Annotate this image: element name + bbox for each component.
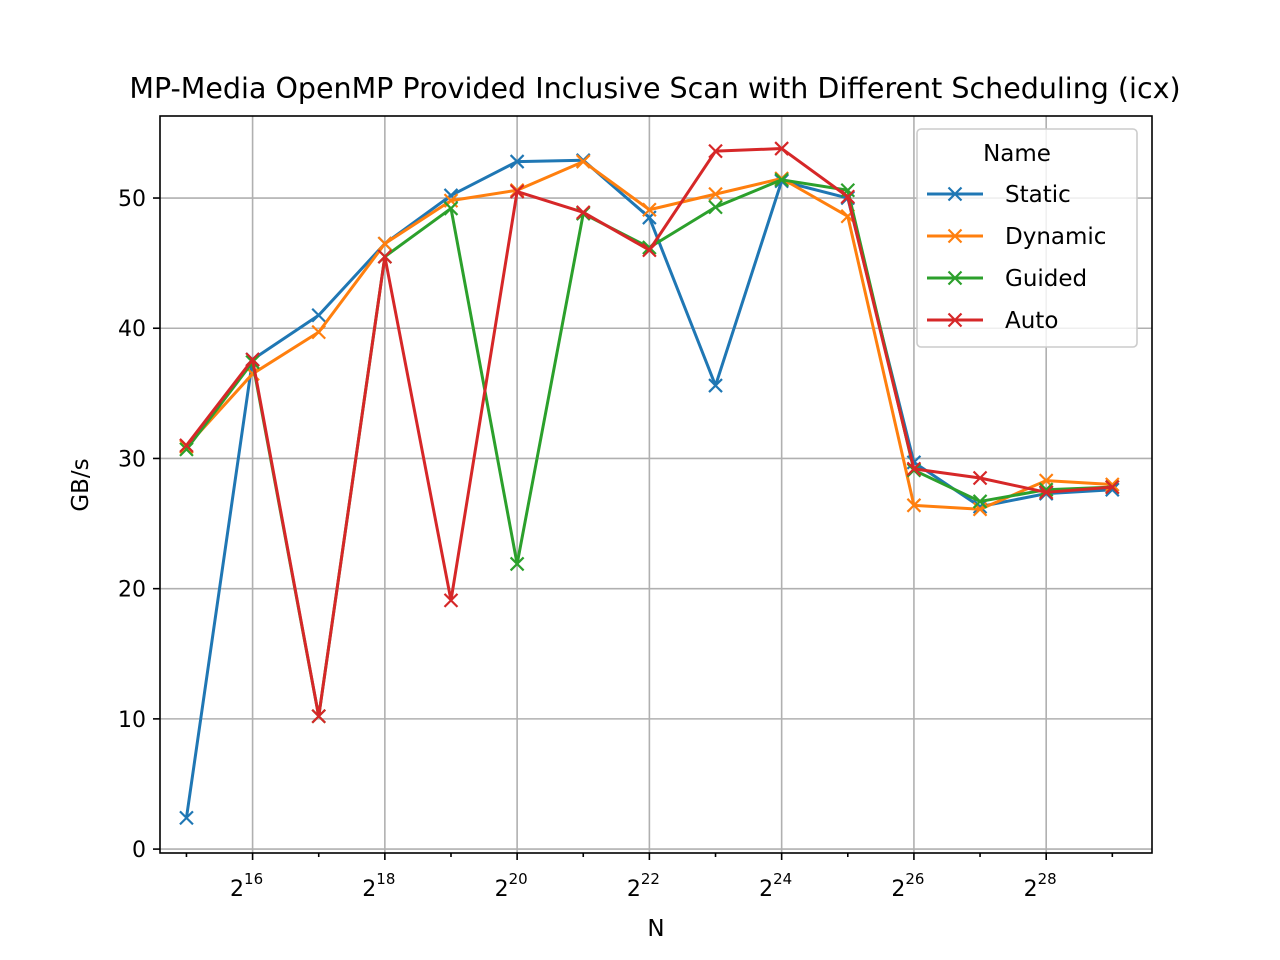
y-tick-label: 20 [118, 578, 146, 603]
legend-label: Static [1005, 182, 1071, 208]
x-tick-label: 220 [495, 870, 528, 902]
legend-marker [947, 270, 963, 286]
y-tick-label: 0 [132, 838, 146, 863]
x-tick-exponent: 24 [773, 870, 792, 888]
legend-item-guided: Guided [927, 266, 1087, 292]
x-tick-base: 2 [627, 877, 641, 902]
data-point-marker [575, 154, 591, 169]
y-tick-label: 30 [118, 447, 146, 472]
x-tick-label: 228 [1024, 870, 1057, 902]
data-point-marker [774, 172, 789, 188]
x-tick-label: 226 [891, 870, 924, 902]
data-point-marker [972, 494, 988, 509]
data-point-marker [972, 499, 988, 514]
data-point-marker [377, 249, 393, 264]
data-point-marker [179, 810, 194, 826]
data-point-marker [1038, 485, 1054, 500]
data-point-marker [774, 141, 789, 156]
legend-marker [947, 228, 963, 244]
x-tick-base: 2 [759, 877, 773, 902]
data-point-marker [906, 498, 922, 513]
legend-box [916, 128, 1138, 348]
x-axis-label: N [647, 916, 664, 942]
data-point-marker [509, 184, 525, 199]
y-tick-label: 50 [118, 187, 146, 212]
x-tick-label: 222 [627, 870, 660, 902]
data-point-marker [642, 242, 657, 258]
data-point-marker [443, 593, 459, 608]
x-tick-exponent: 28 [1038, 870, 1057, 888]
data-point-marker [708, 378, 723, 393]
data-point-marker [642, 202, 657, 218]
plot-frame [159, 115, 1153, 854]
x-tick-exponent: 26 [905, 870, 924, 888]
data-point-marker [708, 186, 723, 202]
data-point-marker [906, 461, 922, 477]
x-tick-label: 218 [362, 870, 395, 902]
y-tick-label: 10 [118, 708, 146, 733]
legend: Name Static Dynamic Guided Auto [916, 128, 1138, 348]
x-tick-base: 2 [495, 877, 509, 902]
data-point-marker [840, 189, 856, 205]
x-tick-exponent: 16 [244, 870, 263, 888]
data-point-marker [972, 470, 988, 486]
x-tick-exponent: 18 [376, 870, 395, 888]
x-tick-label: 216 [230, 870, 263, 902]
chart-title: MP-Media OpenMP Provided Inclusive Scan … [129, 72, 1180, 105]
data-point-marker [443, 201, 459, 216]
series-auto [179, 141, 1120, 724]
data-point-marker [179, 438, 194, 453]
y-tick-label: 40 [118, 317, 146, 342]
data-point-marker [179, 442, 194, 457]
legend-label: Dynamic [1005, 224, 1106, 250]
data-point-marker [509, 154, 525, 169]
data-point-marker [708, 199, 723, 215]
legend-marker [947, 312, 963, 328]
x-tick-base: 2 [230, 877, 244, 902]
data-point-marker [377, 236, 393, 251]
data-point-marker [1105, 479, 1120, 495]
x-tick-base: 2 [891, 877, 905, 902]
legend-item-static: Static [927, 182, 1071, 208]
legend-label: Guided [1005, 266, 1087, 292]
data-point-marker [575, 205, 591, 220]
series-dynamic [179, 154, 1120, 517]
data-point-marker [245, 352, 260, 367]
data-point-marker [311, 307, 326, 323]
series-layer [179, 141, 1120, 826]
x-tick-exponent: 22 [641, 870, 660, 888]
x-tick-base: 2 [362, 877, 376, 902]
legend-item-dynamic: Dynamic [927, 224, 1106, 250]
legend-marker [947, 186, 963, 202]
data-point-marker [311, 324, 326, 340]
legend-label: Auto [1005, 308, 1058, 334]
data-point-marker [1038, 482, 1054, 497]
x-tick-base: 2 [1024, 877, 1038, 902]
grid-lines [160, 116, 1152, 853]
data-point-marker [509, 556, 525, 572]
x-tick-exponent: 20 [509, 870, 528, 888]
y-axis-label: GB/s [68, 458, 94, 511]
x-tick-label: 224 [759, 870, 792, 902]
legend-item-auto: Auto [927, 308, 1058, 334]
data-point-marker [708, 143, 723, 159]
legend-title: Name [983, 141, 1051, 167]
data-point-marker [311, 708, 326, 724]
